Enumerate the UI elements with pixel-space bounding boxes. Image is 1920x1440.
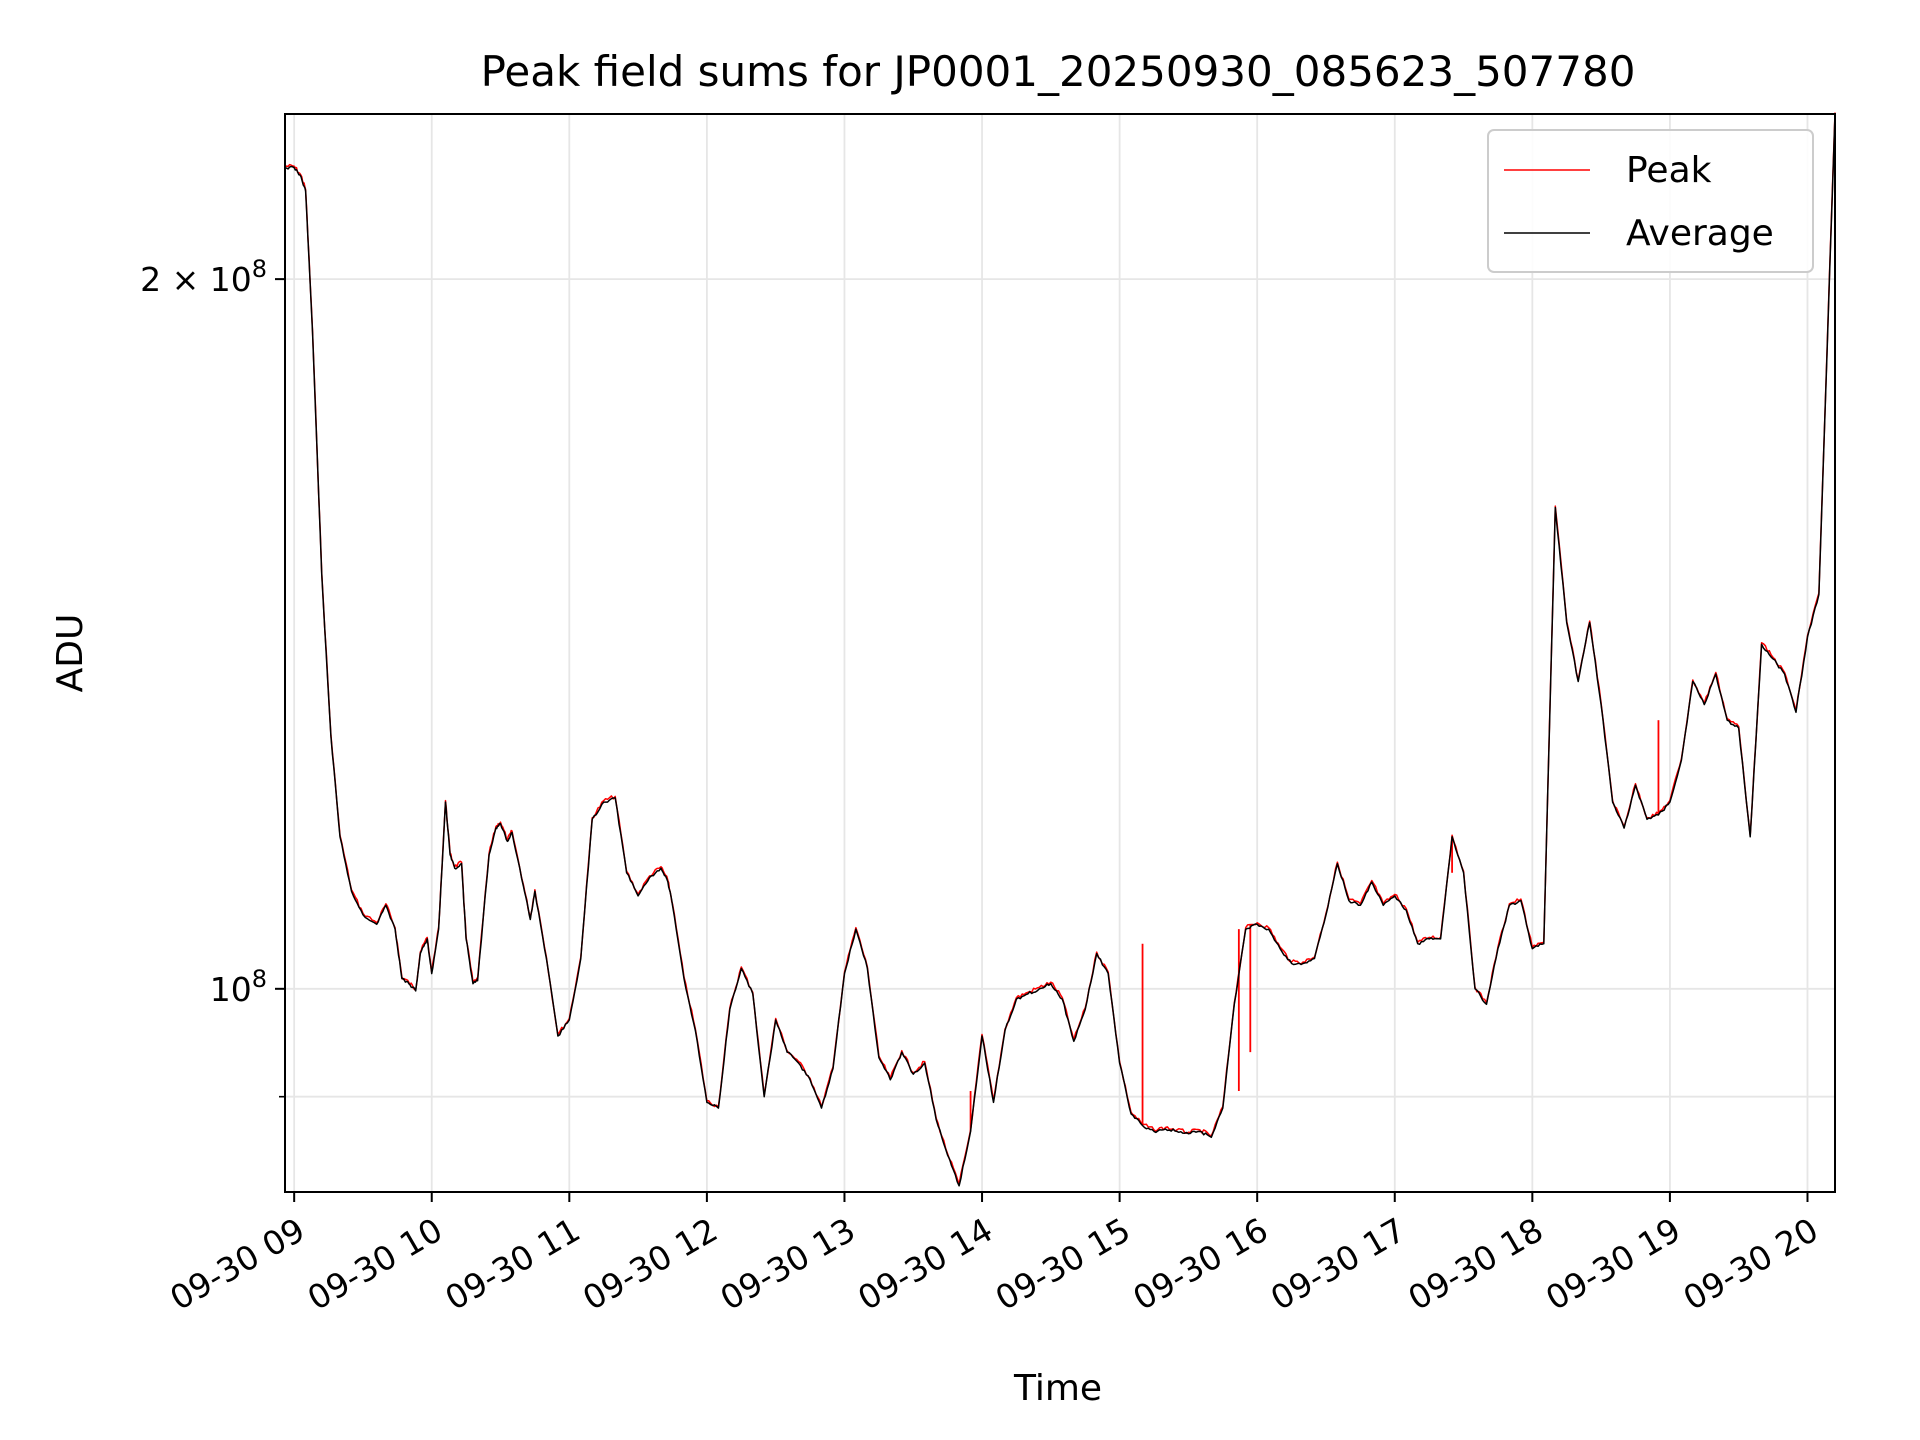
y-tick-label: 2 × 108 — [140, 255, 267, 299]
legend-frame — [1487, 129, 1814, 273]
chart-title: Peak field sums for JP0001_20250930_0856… — [481, 47, 1636, 96]
x-axis-label: Time — [1013, 1368, 1102, 1409]
legend-label-peak: Peak — [1626, 150, 1712, 191]
series-line-average — [284, 113, 1836, 1187]
grid — [285, 114, 1835, 1192]
y-tick-label: 108 — [210, 965, 267, 1009]
y-axis-ticks: 2 × 108 108 — [140, 255, 285, 1098]
plot-frame — [284, 113, 1836, 1193]
legend: Peak Average — [1487, 129, 1814, 273]
y-axis-label: ADU — [50, 614, 91, 693]
legend-label-average: Average — [1626, 213, 1774, 254]
plot-series — [284, 112, 1836, 1187]
